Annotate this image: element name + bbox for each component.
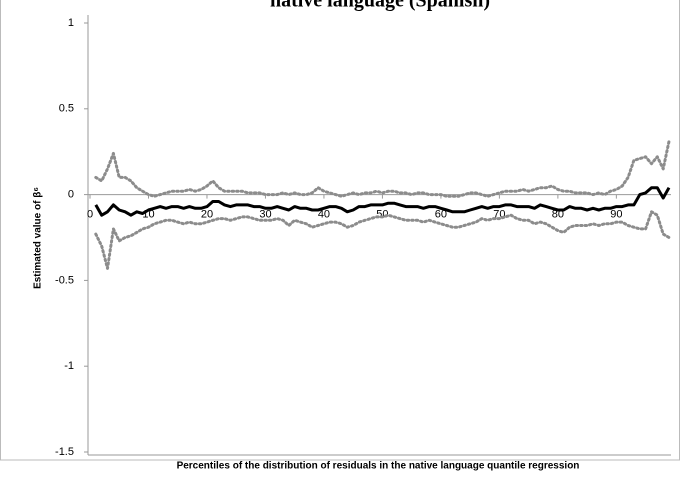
x-axis-label: Percentiles of the distribution of resid… — [177, 461, 580, 472]
y-tick-label: 0 — [68, 189, 74, 201]
estimate-line — [94, 186, 671, 217]
x-tick-label: 20 — [201, 209, 213, 221]
y-tick-label: -0.5 — [55, 274, 74, 286]
x-tick-label: 80 — [552, 209, 564, 221]
ci-line — [94, 210, 671, 270]
x-tick-label: 30 — [259, 209, 271, 221]
x-tick-label: 90 — [610, 209, 622, 221]
ci-line — [94, 139, 671, 198]
x-tick-label: 60 — [435, 209, 447, 221]
x-tick-label: 40 — [318, 209, 330, 221]
chart-border — [0, 0, 680, 461]
y-tick-label: -1 — [64, 360, 74, 372]
y-tick-label: -1.5 — [55, 446, 74, 458]
y-tick-label: 0.5 — [59, 103, 74, 115]
x-tick-label: 0 — [87, 209, 93, 221]
y-tick-label: 1 — [68, 17, 74, 29]
y-axis-label: Estimated value of β⁶ — [33, 187, 44, 289]
chart-title: native language (Spanish) — [270, 0, 490, 12]
